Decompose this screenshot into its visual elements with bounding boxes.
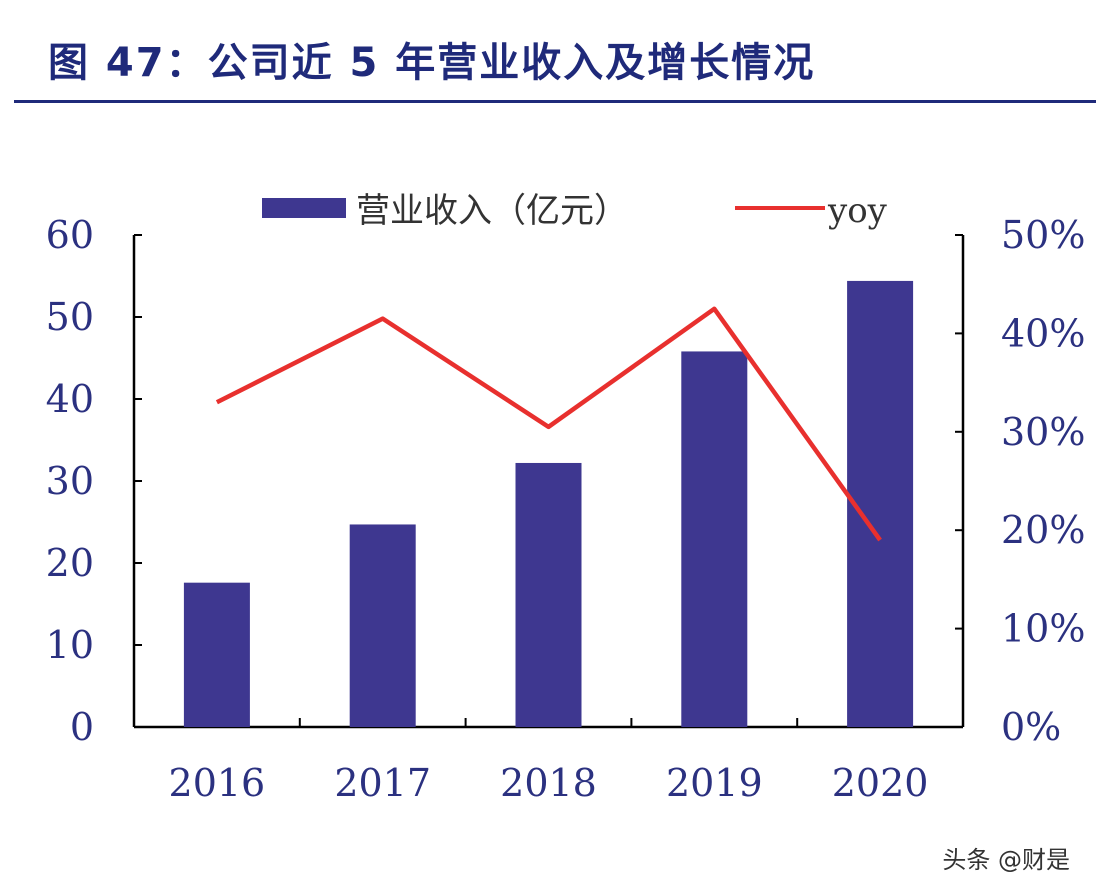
x-tick-label: 2018 xyxy=(500,761,597,805)
left-tick-label: 20 xyxy=(46,541,94,585)
yoy-line xyxy=(215,306,882,542)
left-tick-label: 10 xyxy=(46,623,94,667)
left-tick-label: 0 xyxy=(70,705,94,749)
legend-label-yoy: yoy xyxy=(827,191,888,231)
tick-labels: 0 10 20 30 40 50 60 0% 10% 20% 30% 40% 50% 2016 2017 20… xyxy=(46,213,1086,805)
x-tick-label: 2020 xyxy=(832,761,929,805)
page-title: 图 47：公司近 5 年营业收入及增长情况 xyxy=(48,40,816,86)
left-tick-label: 40 xyxy=(46,377,94,421)
legend: 营业收入（亿元） yoy xyxy=(262,191,888,231)
legend-label-revenue: 营业收入（亿元） xyxy=(356,191,628,231)
x-tick-label: 2019 xyxy=(666,761,763,805)
right-tick-label: 30% xyxy=(1001,410,1085,454)
left-tick-label: 60 xyxy=(46,213,94,257)
bar-2017 xyxy=(349,524,416,727)
left-tick-label: 50 xyxy=(46,295,94,339)
watermark: 头条 @财是 xyxy=(942,846,1070,874)
revenue-bars xyxy=(183,280,914,727)
legend-swatch-revenue xyxy=(262,198,346,218)
bar-2019 xyxy=(681,351,748,727)
left-tick-label: 30 xyxy=(46,459,94,503)
right-tick-label: 40% xyxy=(1001,311,1085,355)
right-tick-label: 50% xyxy=(1001,213,1085,257)
bar-2020 xyxy=(847,280,914,727)
x-tick-label: 2016 xyxy=(169,761,266,805)
right-tick-label: 10% xyxy=(1001,607,1085,651)
bar-2018 xyxy=(515,462,582,727)
right-tick-label: 20% xyxy=(1001,508,1085,552)
yoy-line-series xyxy=(215,306,882,542)
title-divider xyxy=(14,100,1096,103)
right-tick-label: 0% xyxy=(1001,705,1061,749)
bar-2016 xyxy=(183,582,250,727)
x-tick-label: 2017 xyxy=(334,761,431,805)
